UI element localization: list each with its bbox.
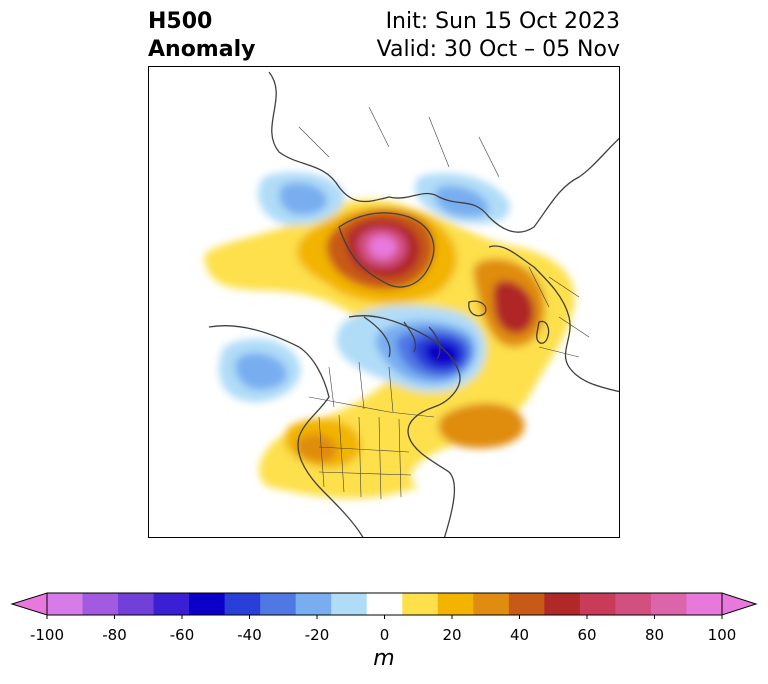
colorbar bbox=[10, 592, 758, 619]
colorbar-segment bbox=[118, 593, 155, 615]
colorbar-segment bbox=[615, 593, 652, 615]
colorbar-tick-label: -20 bbox=[304, 626, 330, 644]
colorbar-segment bbox=[331, 593, 368, 615]
coastline-greenland bbox=[338, 212, 435, 288]
atlantic-ridge bbox=[438, 403, 525, 449]
ridge-core-4 bbox=[369, 235, 397, 259]
colorbar-unit-label: m bbox=[373, 646, 395, 671]
valid-label: Valid: 30 Oct – 05 Nov bbox=[376, 37, 620, 62]
us-ridge-core bbox=[295, 434, 338, 463]
colorbar-segment bbox=[402, 593, 439, 615]
colorbar-segment bbox=[366, 593, 403, 615]
title-left: H500 Anomaly bbox=[148, 8, 255, 64]
colorbar-segment bbox=[437, 593, 474, 615]
colorbar-tick-label: -40 bbox=[237, 626, 262, 644]
siberia-trough-core bbox=[279, 182, 328, 215]
variable-label: H500 bbox=[148, 9, 213, 34]
russia-trough-core bbox=[434, 185, 490, 217]
colorbar-segment bbox=[473, 593, 510, 615]
coastline-north-america bbox=[208, 325, 364, 537]
colorbar-extend-max bbox=[721, 592, 758, 616]
init-label: Init: Sun 15 Oct 2023 bbox=[385, 9, 620, 34]
colorbar-segment bbox=[295, 593, 332, 615]
colorbar-segment bbox=[47, 593, 84, 615]
colorbar-segment bbox=[82, 593, 119, 615]
map-svg bbox=[204, 71, 619, 537]
coastline-iceland bbox=[468, 300, 487, 317]
title-right: Init: Sun 15 Oct 2023 Valid: 30 Oct – 05… bbox=[377, 8, 620, 64]
state-boundaries bbox=[298, 106, 590, 500]
coastline-canadian-archipelago bbox=[363, 316, 441, 360]
colorbar-tick-label: -100 bbox=[29, 626, 65, 644]
colorbar-segment bbox=[153, 593, 190, 615]
anomaly-contours bbox=[204, 172, 575, 499]
colorbar-segment bbox=[650, 593, 687, 615]
euro-ridge-core bbox=[493, 281, 534, 334]
colorbar-tick-label: 40 bbox=[509, 626, 530, 644]
coastline-europe bbox=[488, 245, 619, 393]
pacific-trough-core bbox=[235, 352, 288, 390]
us-state-lines bbox=[318, 414, 412, 500]
anomaly-map bbox=[148, 66, 620, 538]
canada-province-lines bbox=[328, 361, 394, 413]
colorbar-tick-label: 20 bbox=[442, 626, 462, 644]
colorbar-segment bbox=[579, 593, 616, 615]
colorbar-segment bbox=[189, 593, 226, 615]
trough-core-2 bbox=[424, 341, 460, 366]
colorbar-segment bbox=[508, 593, 545, 615]
colorbar-tick-label: 100 bbox=[707, 626, 737, 644]
colorbar-tick-label: 60 bbox=[577, 626, 597, 644]
coastlines bbox=[208, 71, 619, 537]
colorbar-segment bbox=[686, 593, 723, 615]
colorbar-segment bbox=[260, 593, 297, 615]
coastline-hudson-bay bbox=[348, 315, 461, 537]
us-canada-border bbox=[308, 396, 435, 418]
colorbar-tick-label: 80 bbox=[644, 626, 665, 644]
asia-borders bbox=[298, 106, 500, 178]
colorbar-tick-label: -60 bbox=[169, 626, 195, 644]
colorbar-tick-label: 0 bbox=[379, 626, 390, 644]
coastline-asia bbox=[268, 71, 619, 233]
colorbar-segment bbox=[544, 593, 581, 615]
colorbar-tick-label: -80 bbox=[102, 626, 127, 644]
colorbar-segment bbox=[224, 593, 261, 615]
colorbar-extend-min bbox=[10, 592, 48, 616]
anomaly-label: Anomaly bbox=[148, 37, 256, 62]
coastline-uk bbox=[536, 320, 550, 344]
europe-borders bbox=[528, 266, 590, 358]
